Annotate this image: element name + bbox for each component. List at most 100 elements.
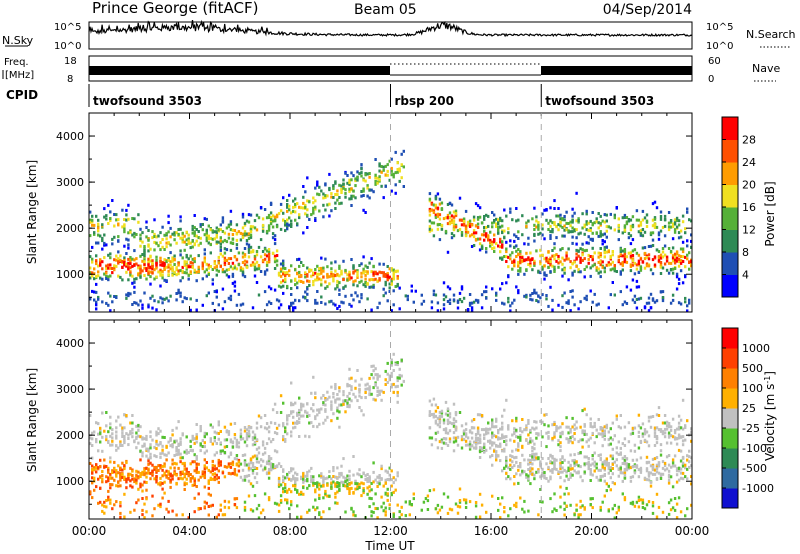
range-gate-cell: [623, 248, 627, 251]
range-gate-cell: [103, 241, 106, 245]
range-gate-cell: [165, 296, 168, 300]
range-gate-cell: [141, 508, 144, 512]
range-gate-cell: [686, 257, 689, 261]
range-gate-cell: [521, 469, 524, 473]
range-gate-cell: [661, 250, 665, 254]
range-gate-cell: [559, 505, 562, 509]
range-gate-cell: [555, 214, 558, 218]
range-gate-cell: [279, 411, 283, 414]
range-gate-cell: [599, 232, 602, 236]
range-gate-cell: [193, 510, 196, 514]
range-gate-cell: [324, 492, 327, 495]
range-gate-cell: [199, 427, 202, 431]
range-gate-cell: [259, 206, 263, 209]
range-gate-cell: [450, 218, 454, 222]
range-gate-cell: [167, 440, 170, 444]
range-gate-cell: [350, 178, 353, 182]
range-gate-cell: [217, 269, 220, 273]
range-gate-cell: [495, 293, 498, 297]
range-gate-cell: [187, 273, 190, 277]
range-gate-cell: [681, 260, 685, 263]
range-gate-cell: [95, 438, 98, 441]
range-gate-cell: [159, 452, 162, 456]
range-gate-cell: [155, 258, 158, 262]
range-gate-cell: [308, 269, 311, 273]
range-gate-cell: [336, 490, 339, 494]
range-gate-cell: [623, 213, 627, 217]
range-gate-cell: [330, 272, 333, 276]
range-gate-cell: [603, 479, 606, 483]
range-gate-cell: [485, 432, 488, 436]
range-gate-cell: [509, 244, 512, 248]
range-gate-cell: [109, 252, 112, 256]
range-gate-cell: [503, 255, 506, 258]
range-gate-cell: [173, 233, 176, 237]
range-gate-cell: [651, 244, 655, 247]
range-gate-cell: [583, 407, 586, 411]
range-gate-cell: [259, 416, 263, 420]
range-gate-cell: [360, 271, 363, 275]
range-gate-cell: [163, 480, 166, 484]
range-gate-cell: [567, 469, 570, 472]
range-gate-cell: [119, 444, 122, 447]
range-gate-cell: [388, 503, 391, 507]
range-gate-cell: [155, 475, 158, 478]
range-gate-cell: [255, 481, 259, 484]
range-gate-cell: [529, 251, 532, 255]
range-gate-cell: [183, 472, 186, 476]
range-gate-cell: [261, 258, 265, 262]
range-gate-cell: [322, 269, 325, 273]
range-gate-cell: [141, 253, 144, 256]
range-gate-cell: [396, 390, 399, 394]
range-gate-cell: [111, 471, 114, 474]
range-gate-cell: [495, 417, 498, 421]
range-gate-cell: [533, 228, 536, 231]
range-gate-cell: [589, 237, 592, 241]
range-gate-cell: [519, 255, 522, 259]
range-gate-cell: [657, 256, 661, 260]
range-gate-cell: [195, 485, 198, 488]
range-gate-cell: [553, 265, 556, 269]
range-gate-cell: [275, 259, 279, 263]
range-gate-cell: [185, 271, 188, 275]
range-gate-cell: [539, 231, 542, 235]
range-gate-cell: [330, 192, 333, 196]
range-gate-cell: [368, 261, 371, 265]
range-gate-cell: [434, 213, 438, 217]
range-gate-cell: [677, 231, 681, 235]
range-gate-cell: [201, 445, 204, 448]
range-gate-cell: [517, 269, 520, 273]
range-gate-cell: [539, 460, 542, 464]
range-gate-cell: [143, 266, 146, 270]
range-gate-cell: [474, 298, 478, 302]
range-gate-cell: [577, 219, 580, 222]
range-gate-cell: [679, 229, 683, 233]
range-gate-cell: [163, 233, 166, 237]
range-gate-cell: [282, 401, 285, 405]
range-gate-cell: [515, 435, 518, 439]
range-gate-cell: [183, 464, 186, 468]
range-gate-cell: [432, 221, 436, 225]
range-gate-cell: [639, 265, 643, 269]
range-gate-cell: [362, 413, 365, 417]
range-gate-cell: [677, 257, 681, 261]
range-gate-cell: [288, 204, 291, 208]
range-gate-cell: [312, 478, 315, 482]
range-gate-cell: [263, 272, 267, 276]
range-gate-cell: [384, 469, 387, 473]
range-gate-cell: [201, 474, 204, 478]
range-gate-cell: [346, 181, 349, 185]
range-gate-cell: [593, 292, 596, 296]
range-gate-cell: [549, 460, 552, 464]
range-gate-cell: [219, 503, 222, 507]
range-gate-cell: [356, 472, 359, 476]
range-gate-cell: [169, 267, 172, 271]
range-gate-cell: [243, 463, 247, 467]
range-gate-cell: [245, 428, 249, 432]
range-gate-cell: [571, 230, 574, 234]
range-gate-cell: [133, 439, 136, 443]
range-gate-cell: [316, 408, 319, 412]
range-gate-cell: [635, 298, 639, 301]
range-gate-cell: [155, 480, 158, 484]
range-gate-cell: [370, 308, 373, 312]
